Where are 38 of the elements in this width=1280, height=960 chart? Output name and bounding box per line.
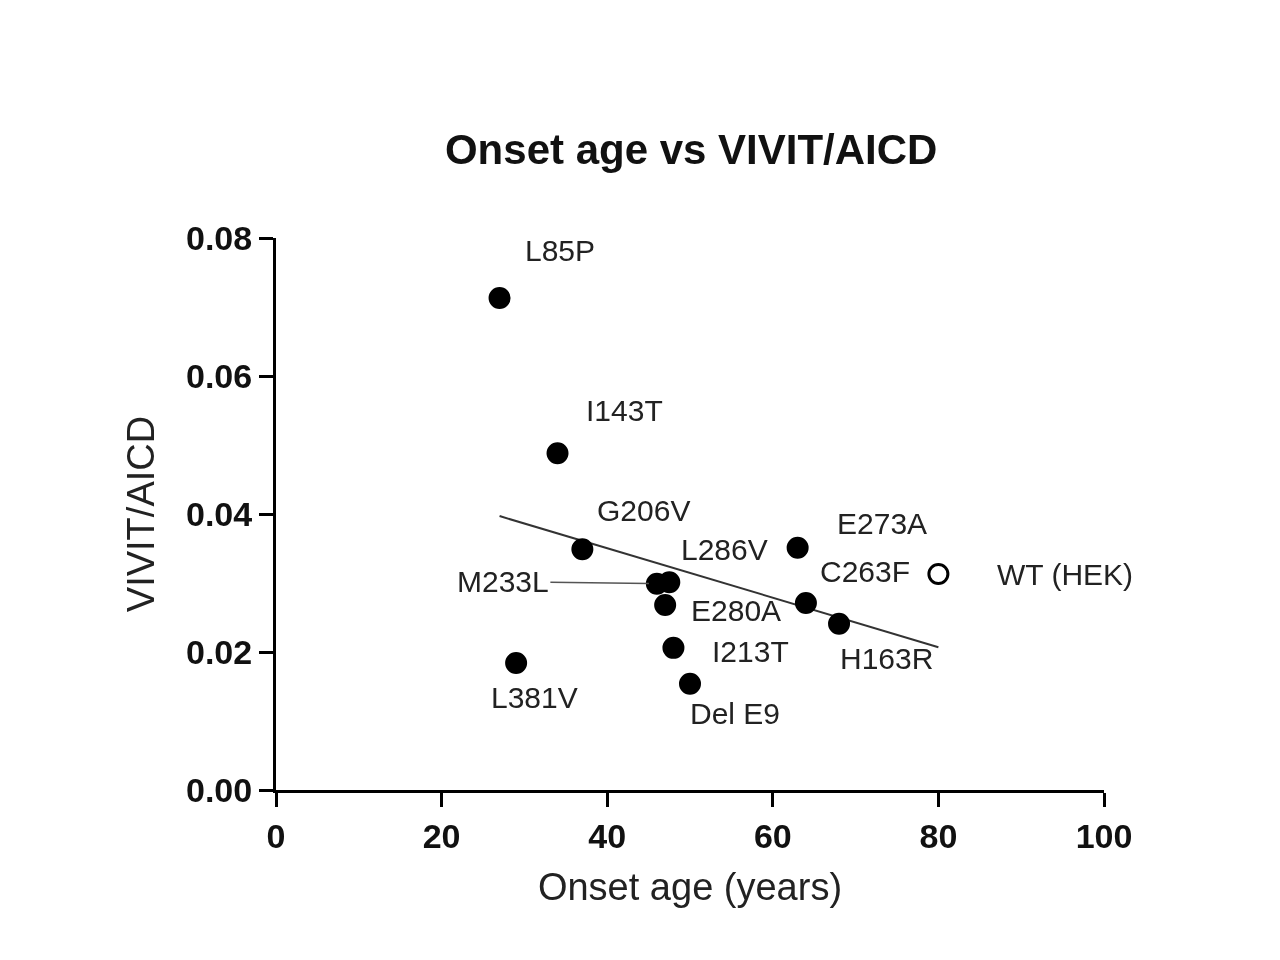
annotation: H163R <box>840 642 934 675</box>
x-tick-label: 40 <box>588 816 627 855</box>
x-tick-label: 100 <box>1075 816 1133 855</box>
chart-title: Onset age vs VIVIT/AICD <box>444 125 938 173</box>
x-tick-label: 20 <box>422 816 461 855</box>
annotation: M233L <box>457 565 549 598</box>
point <box>927 563 950 586</box>
y-tick-label: 0.02 <box>186 632 253 671</box>
y-tick-label: 0.08 <box>186 218 253 257</box>
x-tick-label: 60 <box>753 816 792 855</box>
point <box>546 442 569 465</box>
x-axis-title: Onset age (years) <box>537 865 843 908</box>
point <box>505 652 528 675</box>
point <box>679 672 701 695</box>
point <box>571 538 594 561</box>
point <box>794 592 817 614</box>
annotation: I213T <box>712 635 789 668</box>
x-tick-label: 0 <box>266 816 286 855</box>
y-axis-title: VIVIT/AICD <box>120 415 163 613</box>
annotation: Del E9 <box>690 697 781 730</box>
y-tick-label: 0.00 <box>186 770 253 809</box>
x-tick-label: 80 <box>919 816 958 855</box>
annotation: WT (HEK) <box>997 558 1134 591</box>
y-tick-label: 0.04 <box>186 494 253 533</box>
annotation: I143T <box>586 394 663 427</box>
point <box>828 612 851 635</box>
annotation: L85P <box>525 234 596 267</box>
point <box>488 287 511 310</box>
point <box>662 636 685 659</box>
annotation: L381V <box>491 681 578 714</box>
point <box>654 594 677 617</box>
annotation: C263F <box>820 555 911 588</box>
y-tick-label: 0.06 <box>186 356 253 395</box>
annotation: G206V <box>597 494 691 527</box>
annotation: E273A <box>837 507 928 540</box>
annotation: E280A <box>691 594 782 627</box>
annotation: L286V <box>681 533 768 566</box>
point <box>786 536 809 559</box>
